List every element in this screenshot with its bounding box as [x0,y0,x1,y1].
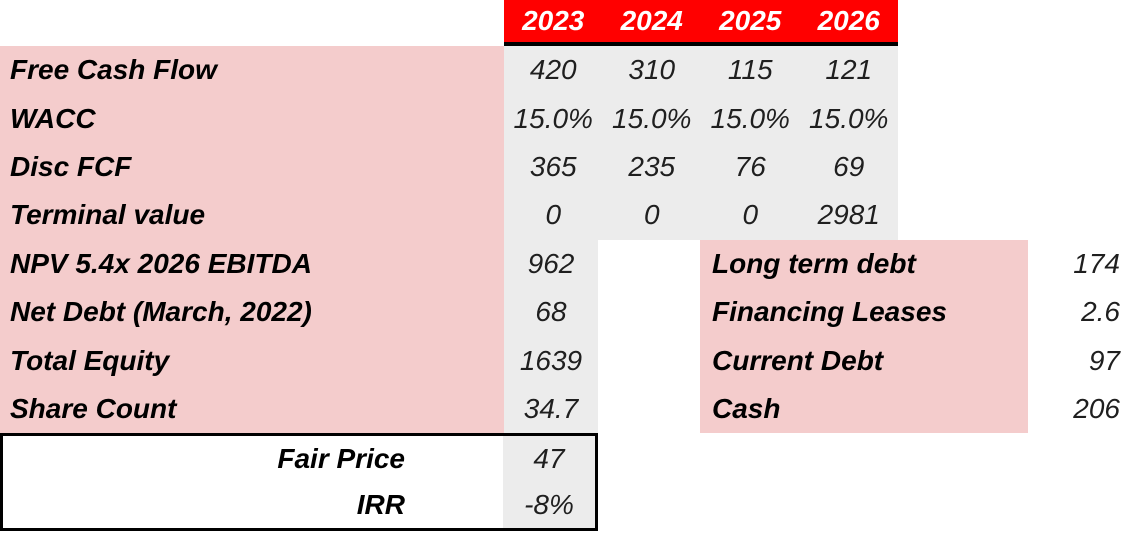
dcf-values-grid: 420 310 115 121 15.0% 15.0% 15.0% 15.0% … [504,46,898,240]
cell-terminal-2024[interactable]: 0 [643,199,660,231]
year-header-cell-2026[interactable]: 2026 [817,5,880,36]
cell-discfcf-2026[interactable]: 69 [833,150,865,182]
year-header-cell-2024[interactable]: 2024 [620,5,683,36]
cell-total-equity-value[interactable]: 1639 [519,344,583,376]
cell-terminal-2023[interactable]: 0 [545,199,562,231]
cell-net-debt-value[interactable]: 68 [535,296,567,328]
debt-table-label-column: Long term debt Financing Leases Current … [700,239,1028,434]
cell-cash-value[interactable]: 206 [1073,392,1120,424]
cell-discfcf-2024[interactable]: 235 [628,150,676,182]
table-row: 365 235 76 69 [504,143,898,191]
equity-values-column: 962 68 1639 34.7 [504,239,598,434]
row-label-total-equity[interactable]: Total Equity [10,344,170,376]
year-header-row: 2023 2024 2025 2026 [504,0,898,46]
table-row: IRR -8% [3,482,595,528]
cell-npv-value[interactable]: 962 [527,247,575,279]
row-label-free-cash-flow[interactable]: Free Cash Flow [10,54,217,86]
row-label-fair-price[interactable]: Fair Price [277,443,405,474]
row-label-disc-fcf[interactable]: Disc FCF [10,150,132,182]
cell-long-term-debt-value[interactable]: 174 [1073,247,1120,279]
row-label-net-debt[interactable]: Net Debt (March, 2022) [10,296,312,328]
cell-irr-value[interactable]: -8% [503,482,595,528]
row-label-terminal-value[interactable]: Terminal value [10,199,206,231]
cell-wacc-2025[interactable]: 15.0% [710,102,790,134]
cell-discfcf-2025[interactable]: 76 [734,150,766,182]
row-label-irr[interactable]: IRR [356,489,405,520]
cell-fcf-2026[interactable]: 121 [825,54,873,86]
summary-box: Fair Price 47 IRR -8% [0,433,598,531]
table-row: Fair Price 47 [3,436,595,482]
row-label-wacc[interactable]: WACC [10,102,96,134]
cell-fcf-2025[interactable]: 115 [727,54,773,86]
row-label-financing-leases[interactable]: Financing Leases [712,296,947,328]
debt-table-value-column: 174 2.6 97 206 [1028,240,1126,434]
cell-financing-leases-value[interactable]: 2.6 [1081,296,1120,328]
cell-terminal-2026[interactable]: 2981 [817,199,880,231]
cell-terminal-2025[interactable]: 0 [742,199,759,231]
table-row: 15.0% 15.0% 15.0% 15.0% [504,94,898,142]
cell-share-count-value[interactable]: 34.7 [523,392,579,424]
year-header-cell-2023[interactable]: 2023 [522,5,585,36]
cell-wacc-2024[interactable]: 15.0% [612,102,692,134]
row-label-npv-ebitda[interactable]: NPV 5.4x 2026 EBITDA [10,247,312,279]
cell-current-debt-value[interactable]: 97 [1088,344,1120,376]
cell-fcf-2024[interactable]: 310 [628,54,676,86]
row-label-share-count[interactable]: Share Count [10,392,177,424]
cell-wacc-2026[interactable]: 15.0% [809,102,889,134]
row-label-cash[interactable]: Cash [712,392,781,424]
table-row: 0 0 0 2981 [504,191,898,239]
row-label-current-debt[interactable]: Current Debt [712,344,884,376]
table-row: 420 310 115 121 [504,46,898,94]
year-header-cell-2025[interactable]: 2025 [719,5,782,36]
cell-discfcf-2023[interactable]: 365 [529,150,577,182]
cell-wacc-2023[interactable]: 15.0% [513,102,593,134]
row-label-long-term-debt[interactable]: Long term debt [712,247,916,279]
cell-fcf-2023[interactable]: 420 [529,54,577,86]
cell-fair-price-value[interactable]: 47 [503,436,595,482]
row-label-column: Free Cash Flow WACC Disc FCF Terminal va… [0,46,504,434]
